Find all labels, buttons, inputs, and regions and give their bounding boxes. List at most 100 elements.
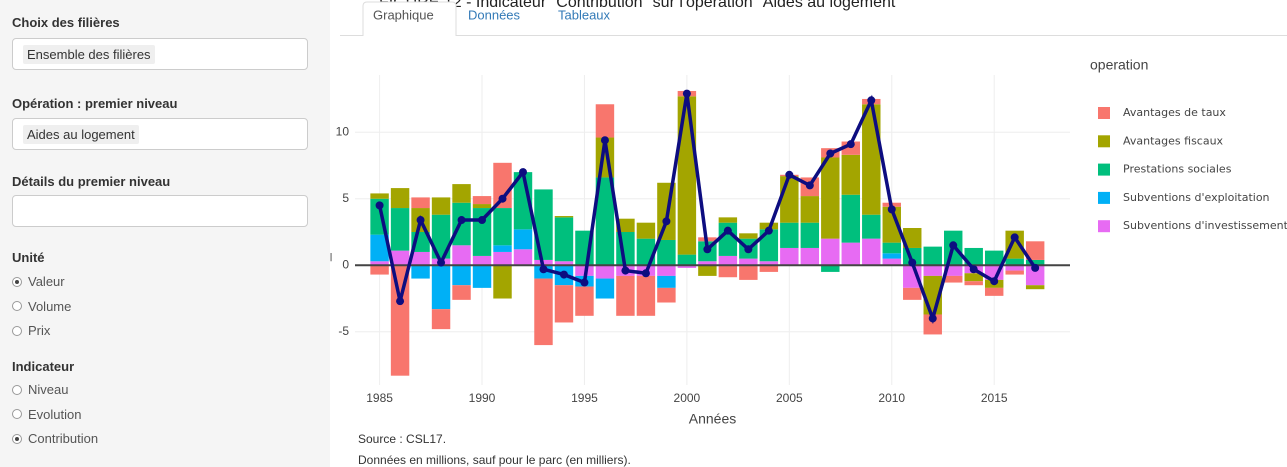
select-input[interactable] bbox=[12, 195, 308, 227]
radio-option[interactable]: Volume bbox=[12, 299, 71, 314]
tab-active bbox=[362, 1, 457, 36]
bar bbox=[534, 189, 553, 260]
line-point bbox=[928, 314, 937, 323]
bar bbox=[554, 217, 574, 262]
bar bbox=[390, 208, 410, 251]
bar bbox=[862, 214, 881, 239]
bar bbox=[944, 275, 963, 283]
tab[interactable]: Données bbox=[468, 7, 521, 22]
bar bbox=[513, 229, 533, 250]
bar bbox=[370, 193, 389, 199]
line-point bbox=[846, 140, 855, 149]
x-tick-label: 1995 bbox=[571, 391, 598, 405]
x-tick-label: 1985 bbox=[366, 391, 393, 405]
select-input[interactable]: Aides au logement bbox=[12, 118, 308, 150]
bar bbox=[390, 265, 410, 376]
radio-option[interactable]: Valeur bbox=[12, 274, 65, 289]
line-point bbox=[559, 270, 568, 279]
legend-swatch bbox=[1098, 107, 1110, 119]
radio-button bbox=[12, 325, 22, 336]
bar bbox=[657, 239, 676, 266]
selected-item: Aides au logement bbox=[23, 125, 139, 144]
bar bbox=[493, 162, 512, 209]
bar bbox=[595, 177, 615, 266]
bar bbox=[698, 261, 717, 266]
line-point bbox=[744, 245, 753, 254]
bar bbox=[677, 265, 697, 268]
bar bbox=[554, 261, 574, 266]
page-title: FIGURE 12 - Indicateur "Contribution" su… bbox=[379, 0, 901, 11]
line-point bbox=[867, 96, 876, 105]
source-note: Source : CSL17. bbox=[358, 432, 446, 446]
y-tick-label: 5 bbox=[342, 191, 349, 205]
line-point bbox=[908, 258, 917, 267]
legend-label: Prestations sociales bbox=[1123, 163, 1232, 176]
bar bbox=[923, 246, 942, 266]
radio-option[interactable]: Niveau bbox=[12, 382, 68, 397]
bar bbox=[472, 204, 492, 209]
bar bbox=[739, 233, 758, 239]
bar bbox=[472, 255, 492, 266]
bar bbox=[554, 285, 574, 323]
line-point bbox=[764, 226, 773, 235]
select-input[interactable]: Ensemble des filières bbox=[12, 38, 308, 70]
bar bbox=[370, 261, 389, 266]
bar bbox=[411, 251, 430, 266]
radio-label: Niveau bbox=[28, 382, 69, 397]
x-axis-title: Années bbox=[689, 411, 736, 427]
legend-title: operation bbox=[1090, 57, 1148, 73]
bar bbox=[431, 214, 451, 259]
bar bbox=[821, 265, 840, 272]
line-point bbox=[498, 194, 507, 203]
bar bbox=[493, 245, 512, 252]
bar bbox=[1005, 270, 1024, 275]
line-point bbox=[416, 216, 425, 225]
radio-option[interactable]: Evolution bbox=[12, 407, 81, 422]
radio-option[interactable]: Prix bbox=[12, 323, 50, 338]
bar bbox=[390, 188, 410, 209]
radio-button bbox=[12, 433, 22, 444]
radio-button bbox=[12, 409, 22, 419]
bar bbox=[984, 250, 1004, 266]
x-tick-label: 2005 bbox=[776, 391, 803, 405]
line-point bbox=[518, 168, 527, 177]
bar bbox=[882, 253, 901, 259]
bar bbox=[370, 265, 389, 275]
bar bbox=[984, 287, 1004, 296]
bar bbox=[759, 261, 779, 266]
legend-swatch bbox=[1098, 220, 1110, 233]
bar bbox=[841, 194, 861, 243]
bar bbox=[759, 229, 779, 262]
x-tick-label: 2010 bbox=[878, 391, 905, 405]
bar bbox=[657, 265, 676, 276]
bar bbox=[431, 265, 451, 310]
line-point bbox=[580, 278, 589, 287]
bar bbox=[862, 238, 881, 266]
line-point bbox=[375, 201, 384, 210]
bar bbox=[1025, 259, 1045, 266]
radio-label: Prix bbox=[28, 323, 51, 338]
radio-option[interactable]: Contribution bbox=[12, 431, 98, 446]
bar bbox=[964, 281, 983, 286]
legend-label: Subventions d'exploitation bbox=[1123, 191, 1270, 204]
radio-label: Evolution bbox=[28, 406, 82, 422]
bar bbox=[841, 154, 861, 195]
bar bbox=[657, 275, 676, 288]
bar bbox=[821, 238, 840, 266]
bar bbox=[780, 222, 799, 248]
y-tick-label: -5 bbox=[338, 324, 349, 338]
field-label: Indicateur bbox=[12, 359, 75, 374]
bar bbox=[493, 208, 512, 246]
tab[interactable]: Tableaux bbox=[558, 7, 611, 22]
bar bbox=[677, 96, 697, 255]
bar bbox=[554, 216, 574, 218]
field-label: Choix des filières bbox=[12, 15, 120, 30]
bar bbox=[923, 265, 942, 276]
line-point bbox=[969, 265, 978, 274]
line-point bbox=[703, 245, 712, 254]
bar bbox=[821, 157, 840, 239]
tab[interactable]: Graphique bbox=[373, 7, 434, 22]
bar bbox=[595, 278, 615, 299]
line-point bbox=[437, 258, 446, 267]
bar bbox=[677, 254, 697, 266]
